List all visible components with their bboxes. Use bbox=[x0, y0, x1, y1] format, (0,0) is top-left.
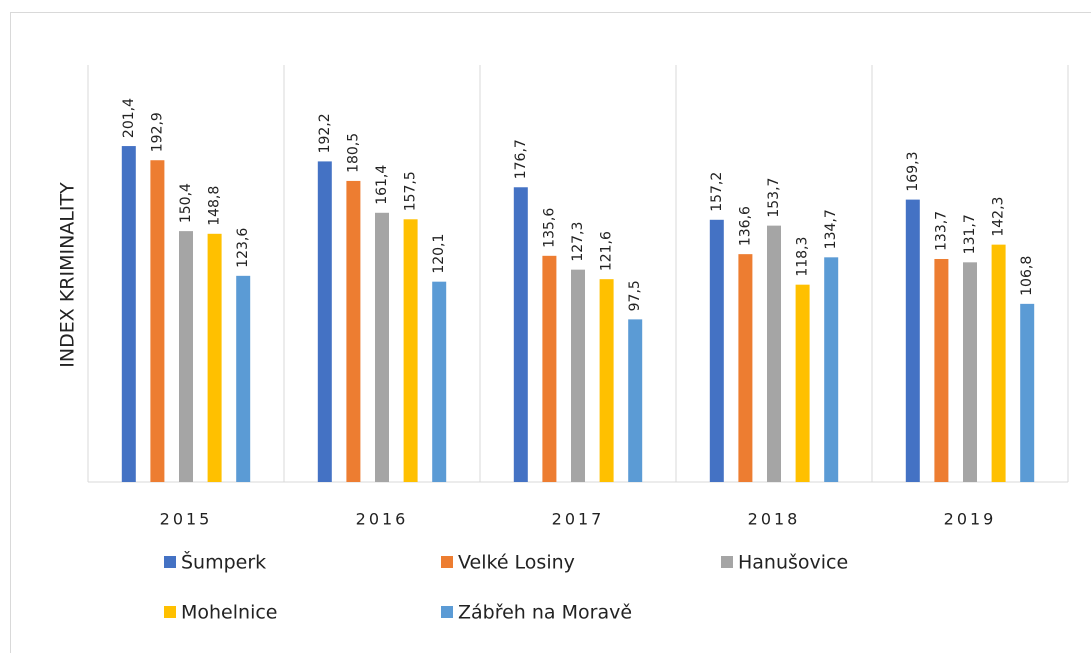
legend-label: Hanušovice bbox=[738, 552, 848, 574]
y-axis-label: INDEX KRIMINALITY bbox=[57, 182, 79, 368]
bar bbox=[236, 275, 251, 482]
value-label: 157,5 bbox=[403, 171, 419, 211]
bar bbox=[824, 257, 839, 482]
legend-swatch bbox=[721, 556, 733, 568]
x-tick-label: 2019 bbox=[944, 510, 997, 529]
value-label: 133,7 bbox=[933, 211, 949, 251]
value-label: 142,3 bbox=[991, 197, 1007, 237]
value-label: 201,4 bbox=[121, 98, 137, 138]
value-label: 148,8 bbox=[207, 186, 223, 226]
legend-label: Mohelnice bbox=[181, 602, 277, 624]
bar bbox=[709, 219, 724, 482]
value-label: 136,6 bbox=[737, 206, 753, 246]
bar bbox=[963, 262, 977, 482]
bar bbox=[767, 225, 781, 482]
legend-swatch bbox=[441, 606, 453, 618]
bar bbox=[628, 319, 643, 482]
bar bbox=[599, 279, 614, 482]
bar bbox=[432, 281, 447, 482]
value-label: 180,5 bbox=[345, 133, 361, 173]
x-tick-label: 2017 bbox=[552, 510, 605, 529]
value-label: 121,6 bbox=[599, 231, 615, 271]
bar bbox=[346, 180, 361, 482]
value-label: 192,9 bbox=[149, 112, 165, 152]
bar bbox=[738, 254, 753, 482]
value-label: 153,7 bbox=[766, 178, 782, 218]
value-label: 131,7 bbox=[962, 214, 978, 254]
x-tick-label: 2015 bbox=[160, 510, 213, 529]
value-label: 135,6 bbox=[541, 208, 557, 248]
bar bbox=[905, 199, 920, 482]
bar bbox=[403, 219, 418, 483]
value-label: 169,3 bbox=[905, 152, 921, 192]
value-label: 150,4 bbox=[178, 183, 194, 223]
legend-swatch bbox=[164, 606, 176, 618]
bar bbox=[934, 258, 949, 482]
bar bbox=[121, 146, 136, 482]
bar bbox=[795, 284, 810, 482]
bar bbox=[150, 160, 165, 482]
value-label: 176,7 bbox=[513, 139, 529, 179]
legend-swatch bbox=[441, 556, 453, 568]
bar bbox=[571, 269, 585, 482]
value-label: 120,1 bbox=[431, 234, 447, 274]
x-tick-label: 2016 bbox=[356, 510, 409, 529]
legend-label: Zábřeh na Moravě bbox=[458, 602, 632, 624]
legend-label: Šumperk bbox=[181, 550, 266, 574]
value-label: 161,4 bbox=[374, 165, 390, 205]
bar bbox=[375, 212, 389, 483]
bar bbox=[1020, 303, 1035, 482]
value-label: 157,2 bbox=[709, 172, 725, 212]
bar bbox=[179, 231, 193, 482]
value-label: 97,5 bbox=[627, 280, 643, 311]
legend-swatch bbox=[164, 556, 176, 568]
legend-label: Velké Losiny bbox=[458, 552, 575, 574]
chart-border bbox=[10, 12, 1091, 653]
value-label: 106,8 bbox=[1019, 256, 1035, 296]
value-label: 123,6 bbox=[235, 228, 251, 268]
value-label: 127,3 bbox=[570, 222, 586, 262]
bar bbox=[542, 255, 557, 482]
bar bbox=[513, 187, 528, 482]
bar bbox=[207, 233, 222, 482]
x-tick-label: 2018 bbox=[748, 510, 801, 529]
bar bbox=[991, 244, 1006, 482]
value-label: 192,2 bbox=[317, 113, 333, 153]
value-label: 118,3 bbox=[795, 237, 811, 277]
bar bbox=[317, 161, 332, 482]
value-label: 134,7 bbox=[823, 209, 839, 249]
